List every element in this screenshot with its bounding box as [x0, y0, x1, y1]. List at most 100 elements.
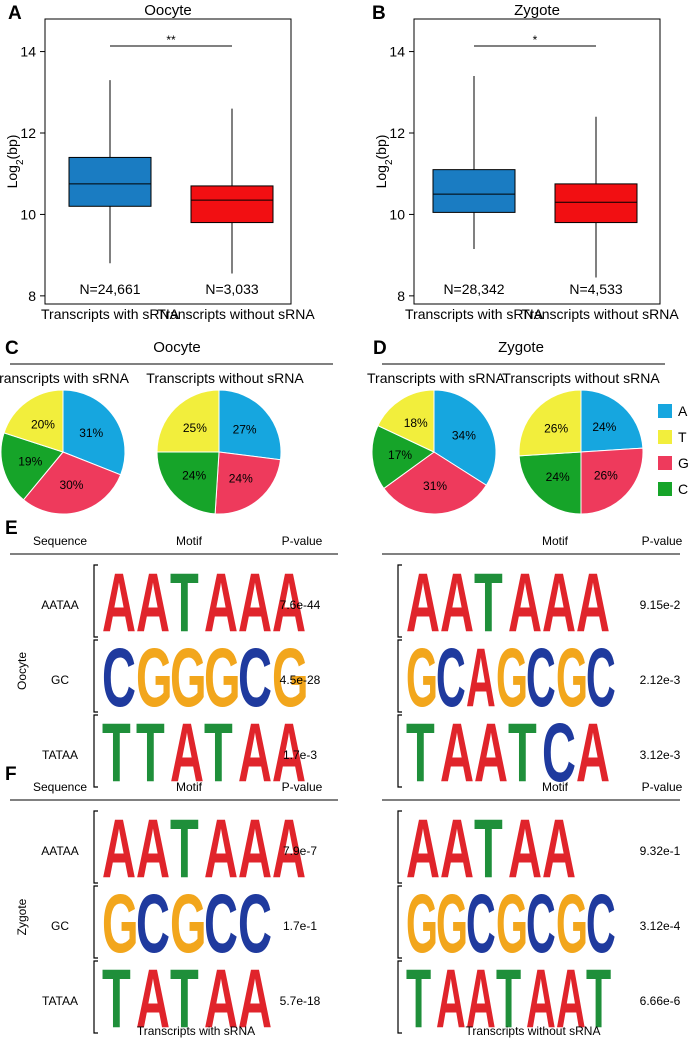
pie-group-title: Zygote	[498, 339, 544, 356]
legend-swatch-T	[658, 430, 672, 444]
p-value: 2.12e-3	[640, 673, 681, 687]
pie-slice-G	[214, 451, 282, 515]
motif-letter-C: C	[238, 878, 272, 970]
p-value: 1.7e-1	[283, 919, 317, 933]
box-title-a: Oocyte	[144, 2, 192, 19]
row-sequence: GC	[51, 673, 69, 687]
pie-slice-G	[22, 451, 122, 515]
motif-letter-A: A	[136, 557, 170, 649]
motif-letter-A: A	[136, 803, 170, 895]
n-label: N=28,342	[443, 281, 504, 297]
x-label-with: Transcripts with sRNA	[405, 306, 544, 322]
row-sequence: AATAA	[41, 598, 79, 612]
row-sequence: TATAA	[42, 748, 78, 762]
motif-letter-G: G	[556, 877, 588, 970]
header-motif: Motif	[176, 780, 203, 794]
pie-heading: Transcripts without sRNA	[146, 370, 304, 386]
y-tick-label: 12	[20, 125, 36, 141]
x-label-without: Transcripts without sRNA	[157, 306, 315, 322]
logo-bracket	[397, 564, 402, 638]
motif-letter-T: T	[406, 952, 431, 1041]
motif-letter-C: C	[102, 632, 136, 724]
motif-letter-A: A	[204, 953, 238, 1041]
logo-bracket	[397, 810, 402, 884]
motif-letter-A: A	[526, 952, 556, 1041]
logo-bracket	[93, 885, 98, 959]
pie-slice-C	[371, 424, 435, 490]
header-pvalue: P-value	[282, 534, 323, 548]
motif-letter-T: T	[204, 707, 233, 799]
pie-label-G: 24%	[229, 471, 253, 485]
logo-bracket	[397, 639, 402, 713]
logo-bracket	[397, 960, 402, 1034]
p-value: 7.6e-44	[280, 598, 321, 612]
motif-letter-T: T	[406, 707, 435, 799]
y-tick-label: 14	[20, 44, 36, 60]
pie-heading: Transcripts with sRNA	[0, 370, 130, 386]
panel-letter-b: B	[372, 3, 386, 24]
motif-letter-T: T	[474, 803, 503, 895]
logo-bracket	[93, 564, 98, 638]
motif-letter-G: G	[436, 877, 468, 970]
pie-label-A: 24%	[592, 420, 616, 434]
motif-letter-C: C	[542, 707, 576, 799]
motif-letter-A: A	[136, 953, 170, 1041]
logo-bracket	[93, 639, 98, 713]
pie-slice-A	[62, 389, 126, 476]
y-axis-label: Log2(bp)	[4, 135, 26, 189]
p-value: 3.12e-3	[640, 748, 681, 762]
pie-label-A: 27%	[233, 422, 257, 436]
motif-letter-A: A	[474, 707, 508, 799]
footer-without: Transcripts without sRNA	[466, 1024, 601, 1038]
box-title-b: Zygote	[514, 2, 560, 19]
p-value: 9.15e-2	[640, 598, 681, 612]
motif-letter-A: A	[542, 557, 576, 649]
motif-letter-G: G	[496, 631, 528, 724]
p-value: 6.66e-6	[640, 994, 681, 1008]
header-pvalue: P-value	[642, 534, 683, 548]
motif-letter-A: A	[406, 557, 440, 649]
pie-label-A: 34%	[452, 429, 476, 443]
panel-letter-f: F	[5, 764, 17, 785]
motif-letter-G: G	[102, 878, 139, 970]
motif-letter-A: A	[542, 803, 576, 895]
panel-letter-d: D	[373, 338, 387, 359]
motif-letter-G: G	[204, 632, 241, 724]
significance-stars: *	[533, 33, 538, 47]
motif-letter-A: A	[466, 952, 496, 1041]
motif-letter-C: C	[586, 631, 616, 724]
p-value: 5.7e-18	[280, 994, 321, 1008]
pie-slice-T	[156, 389, 220, 453]
motif-letter-T: T	[496, 952, 521, 1041]
pie-label-T: 26%	[544, 422, 568, 436]
motif-letter-G: G	[406, 631, 438, 724]
pie-label-G: 30%	[59, 478, 83, 492]
box-without	[190, 185, 274, 224]
motif-letter-A: A	[436, 952, 466, 1041]
plot-frame	[44, 18, 292, 305]
motif-letter-T: T	[474, 557, 503, 649]
motif-letter-G: G	[556, 631, 588, 724]
motif-letter-T: T	[170, 557, 199, 649]
motif-letter-T: T	[508, 707, 537, 799]
legend-swatch-A	[658, 404, 672, 418]
logo-bracket	[397, 885, 402, 959]
motif-letter-A: A	[440, 803, 474, 895]
motif-letter-A: A	[238, 953, 272, 1041]
pie-group-title: Oocyte	[153, 339, 201, 356]
motif-letter-C: C	[526, 631, 556, 724]
pie-slice-C	[156, 451, 220, 515]
motif-letter-C: C	[204, 878, 238, 970]
pie-slice-A	[580, 389, 644, 453]
header-motif: Motif	[542, 780, 569, 794]
pie-slice-T	[377, 389, 435, 453]
pie-heading: Transcripts without sRNA	[502, 370, 660, 386]
row-group-label: Zygote	[15, 898, 29, 935]
pie-label-C: 24%	[546, 470, 570, 484]
motif-letter-A: A	[508, 557, 542, 649]
motif-letter-A: A	[576, 707, 610, 799]
legend-swatch-G	[658, 456, 672, 470]
motif-letter-T: T	[170, 803, 199, 895]
motif-letter-A: A	[272, 557, 306, 649]
